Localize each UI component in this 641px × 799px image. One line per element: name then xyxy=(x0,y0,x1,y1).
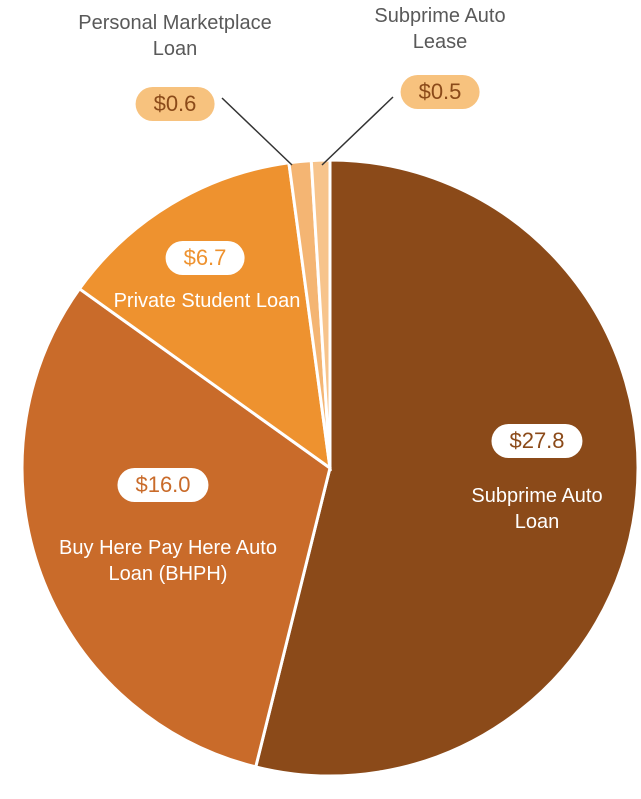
pie-slice xyxy=(253,158,640,778)
slice-name: Subprime Auto Lease xyxy=(374,5,506,53)
leader-line xyxy=(221,97,293,166)
slice-name: Buy Here Pay Here Auto Loan (BHPH) xyxy=(59,537,277,585)
pie-slice xyxy=(77,161,332,472)
slice-name: Private Student Loan xyxy=(113,290,301,312)
slice-name: Personal Marketplace Loan xyxy=(78,12,272,60)
value-label: $16.0 xyxy=(117,468,209,502)
value-label: $0.6 xyxy=(135,87,215,121)
slice-name: Subprime Auto Loan xyxy=(471,485,603,533)
value-label: $6.7 xyxy=(165,241,245,275)
pie-slice xyxy=(309,158,332,469)
value-label: $0.5 xyxy=(400,75,480,109)
leader-line xyxy=(321,96,394,166)
value-label: $27.8 xyxy=(491,424,583,458)
pie-slice xyxy=(20,286,332,769)
